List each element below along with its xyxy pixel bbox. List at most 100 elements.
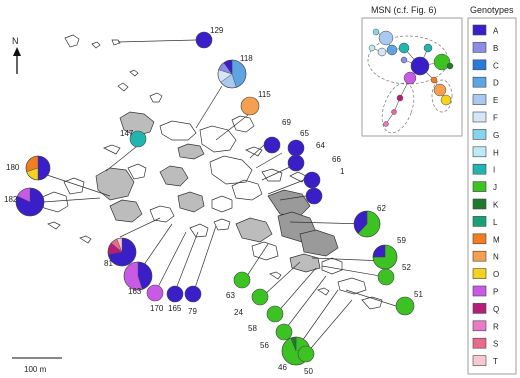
legend-label: I	[493, 166, 495, 175]
legend-swatch	[472, 163, 487, 175]
site-pie-129: 129	[195, 26, 224, 49]
legend-swatch	[472, 250, 487, 262]
north-arrow: N	[12, 36, 21, 74]
site-label: 52	[402, 263, 411, 272]
legend-entry: D	[472, 76, 499, 88]
site-label: 50	[304, 367, 313, 376]
legend-swatch	[472, 42, 487, 53]
legend-swatch	[472, 303, 487, 314]
site-pie-51: 51	[395, 290, 423, 316]
msn-title: MSN (c.f. Fig. 6)	[371, 5, 437, 15]
msn-node	[377, 47, 387, 57]
site-label: 56	[260, 341, 269, 350]
site-pie-63: 63	[226, 271, 251, 300]
pie-slice	[287, 139, 305, 157]
site-pie-56: 56	[260, 323, 293, 350]
scale-label: 100 m	[24, 365, 47, 374]
msn-node	[368, 44, 376, 52]
pie-slice	[166, 285, 184, 303]
legend-entry: A	[472, 24, 499, 36]
site-pie-62: 62	[353, 204, 386, 238]
pie-slice	[251, 288, 269, 306]
legend-label: H	[493, 148, 499, 157]
legend-entry: T	[472, 355, 498, 366]
site-label: 64	[316, 141, 325, 150]
msn-node	[398, 42, 410, 54]
msn-node	[378, 30, 394, 46]
legend-entry: F	[472, 111, 498, 123]
legend-entry: G	[472, 129, 499, 140]
scale-bar: 100 m	[12, 357, 62, 374]
site-label: 182	[4, 195, 18, 204]
north-label: N	[12, 36, 19, 46]
site-label: 24	[234, 308, 243, 317]
pie-slice	[303, 171, 321, 189]
msn-cluster-outline	[431, 79, 453, 113]
pie-slice	[275, 323, 293, 341]
legend-label: B	[493, 44, 498, 53]
legend-entry: P	[472, 285, 498, 297]
site-label: 63	[226, 291, 235, 300]
pie-slice	[240, 96, 260, 116]
site-label: 147	[120, 129, 134, 138]
pie-slice	[297, 345, 315, 363]
site-label: 66	[332, 155, 341, 164]
legend-label: C	[493, 61, 499, 70]
pie-slice	[233, 271, 251, 289]
pie-slice	[184, 285, 202, 303]
legend-label: P	[493, 288, 498, 297]
legend-label: M	[493, 235, 500, 244]
msn-node	[430, 76, 438, 84]
pie-outline	[107, 237, 137, 267]
site-pie-81: 81	[104, 237, 137, 268]
legend-swatch	[472, 320, 487, 332]
pie-slice	[395, 296, 415, 316]
msn-node	[403, 71, 417, 85]
pie-slice	[266, 305, 284, 323]
legend-swatch	[472, 355, 487, 366]
site-label: 46	[278, 363, 287, 372]
site-label: 170	[150, 304, 164, 313]
pie-slice	[195, 31, 213, 49]
site-label: 65	[300, 129, 309, 138]
legend-swatch	[472, 337, 487, 349]
site-pie-118: 118	[217, 54, 253, 89]
site-pie-65: 65	[287, 129, 309, 157]
site-pie-115: 115	[240, 90, 271, 116]
pie-outline	[25, 155, 51, 181]
legend-label: L	[493, 218, 498, 227]
site-pie-165: 165	[166, 285, 184, 313]
msn-node	[410, 56, 430, 76]
legend-swatch	[472, 233, 487, 245]
legend-label: D	[493, 79, 499, 88]
legend-entry: K	[472, 198, 499, 210]
site-pie-66: 66	[303, 155, 341, 189]
legend-label: K	[493, 201, 499, 210]
legend-label: O	[493, 270, 499, 279]
msn-node	[400, 56, 408, 64]
pie-slice	[287, 154, 305, 172]
site-pie-52: 52	[377, 263, 411, 286]
site-label: 79	[188, 307, 197, 316]
legend-label: R	[493, 322, 499, 331]
site-label: 118	[240, 54, 253, 63]
site-pie-59: 59	[372, 236, 406, 270]
legend-swatch	[472, 59, 487, 71]
pie-slice	[129, 130, 147, 148]
legend-title: Genotypes	[470, 5, 514, 15]
pie-outline	[123, 261, 153, 291]
msn-node	[433, 53, 451, 71]
legend-label: J	[493, 183, 497, 192]
msn-node	[423, 43, 433, 53]
pie-markers: 129 118 115 147 69 65 64 66 1 180 182 62 59 52 51 81 163…	[4, 26, 423, 376]
legend-label: E	[493, 96, 498, 105]
site-pie-182: 182	[4, 187, 45, 217]
legend-label: F	[493, 114, 498, 123]
msn-node	[386, 44, 398, 56]
legend-label: G	[493, 131, 499, 140]
site-pie-24: 24	[234, 288, 269, 317]
pie-slice	[305, 187, 323, 205]
legend-swatch	[472, 198, 487, 210]
